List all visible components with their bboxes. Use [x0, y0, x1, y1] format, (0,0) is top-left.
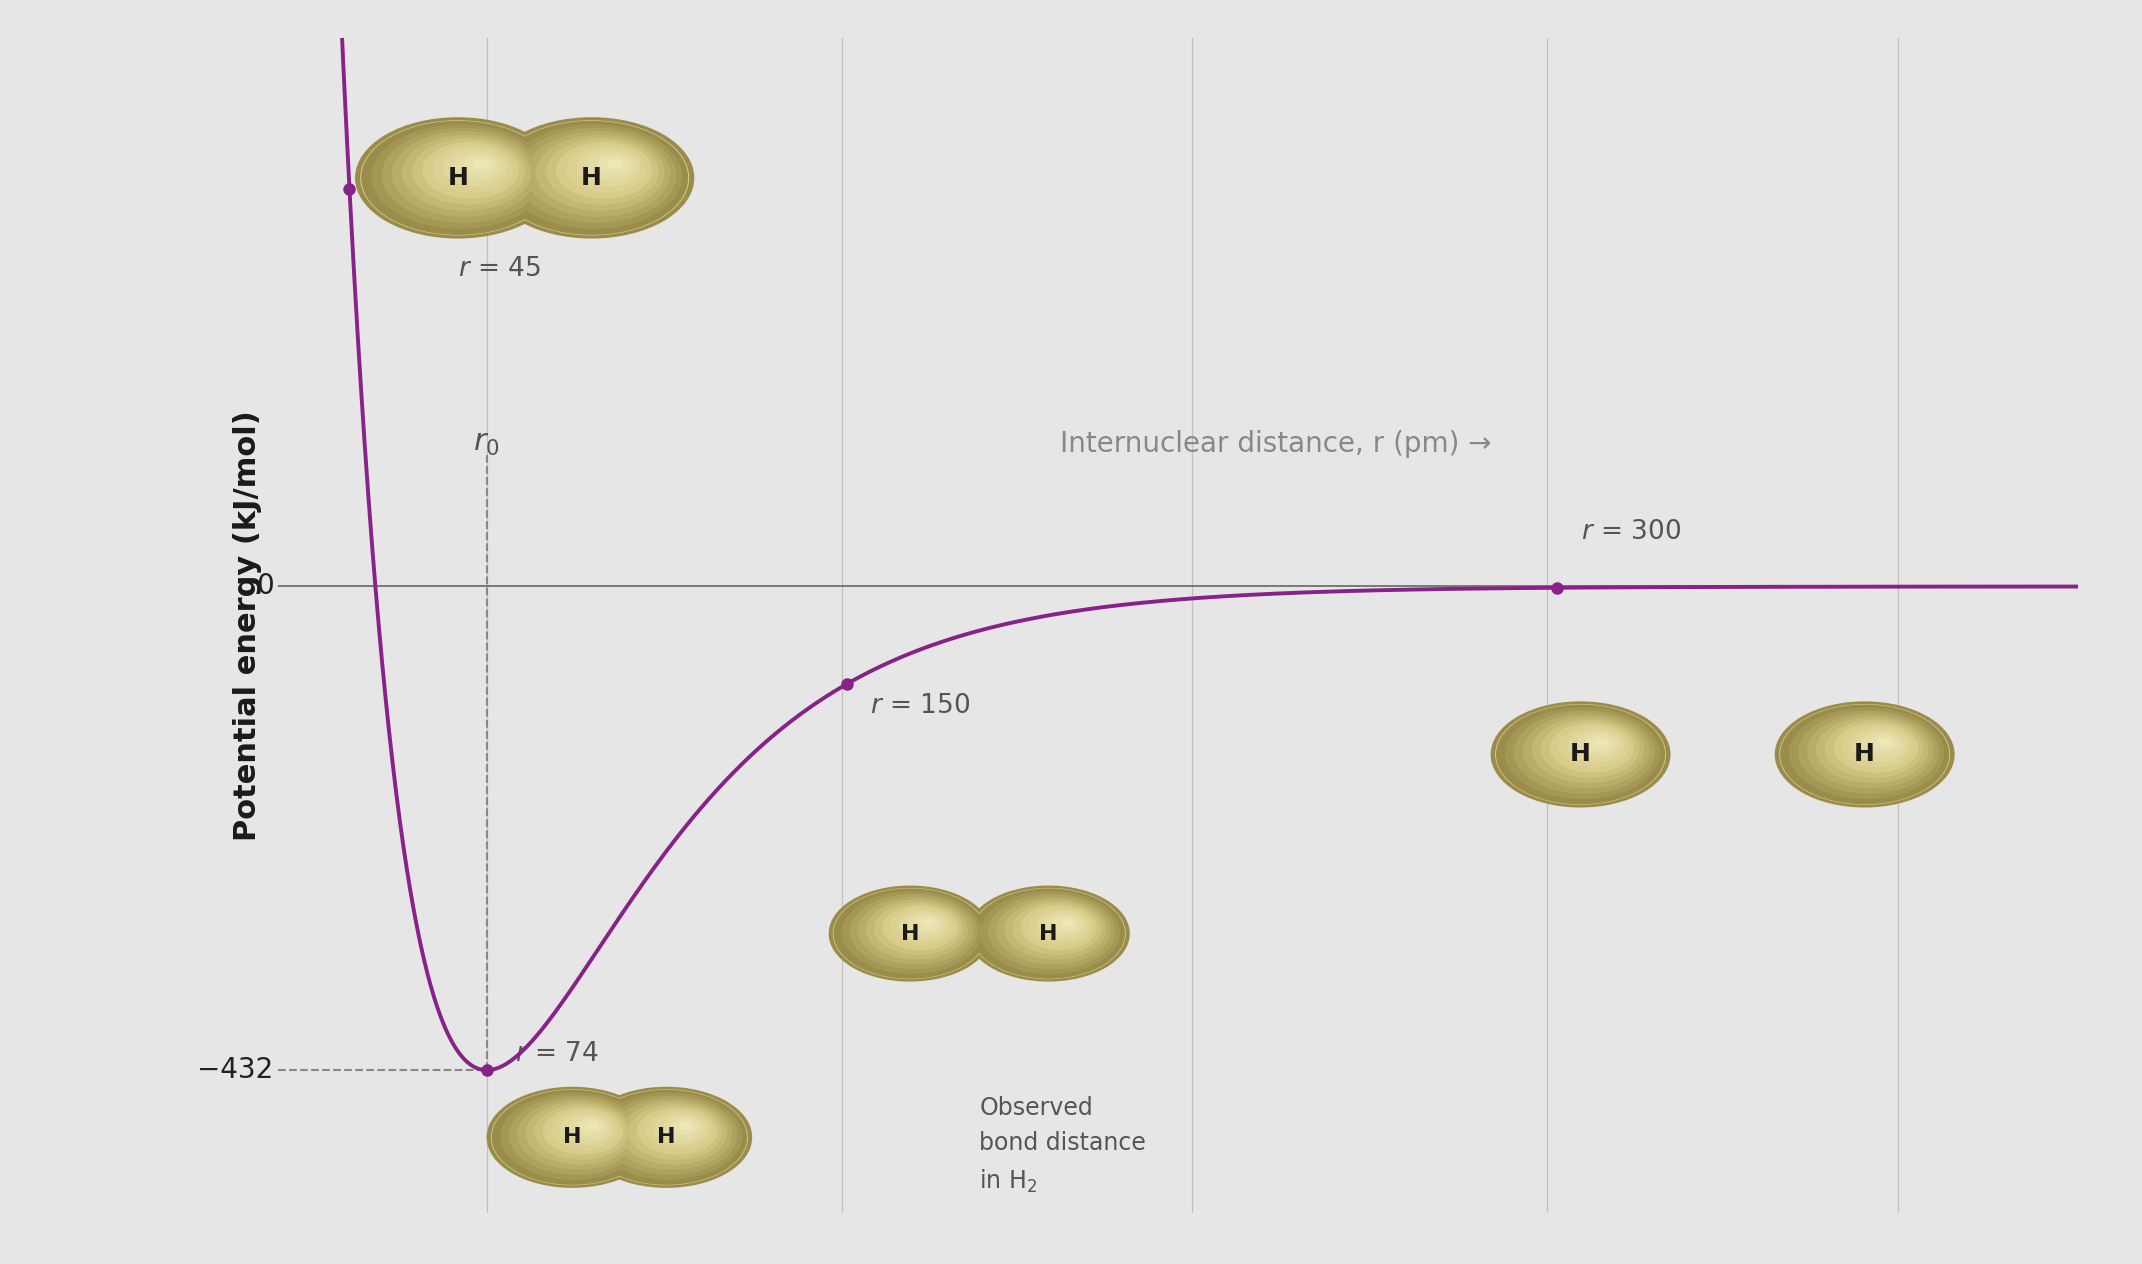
Text: H: H [580, 166, 602, 190]
Text: $r$ = 45: $r$ = 45 [458, 257, 542, 282]
Text: 0: 0 [257, 573, 274, 600]
Text: $r_0$: $r_0$ [473, 428, 499, 458]
Text: $r$ = 150: $r$ = 150 [870, 693, 970, 719]
Y-axis label: Potential energy (kJ/mol): Potential energy (kJ/mol) [233, 411, 261, 841]
Text: Internuclear distance, r (pm) →: Internuclear distance, r (pm) → [1060, 430, 1491, 458]
Text: H: H [902, 924, 919, 943]
Text: H: H [658, 1127, 675, 1148]
Text: −432: −432 [197, 1057, 274, 1085]
Text: H: H [1570, 742, 1592, 766]
Text: H: H [448, 166, 469, 190]
Text: H: H [563, 1127, 580, 1148]
Text: H: H [1039, 924, 1058, 943]
Text: $r$ = 300: $r$ = 300 [1581, 520, 1681, 545]
Text: H: H [1855, 742, 1874, 766]
Text: $r$ = 74: $r$ = 74 [516, 1042, 600, 1068]
Text: Observed
bond distance
in H$_2$: Observed bond distance in H$_2$ [979, 1096, 1146, 1194]
